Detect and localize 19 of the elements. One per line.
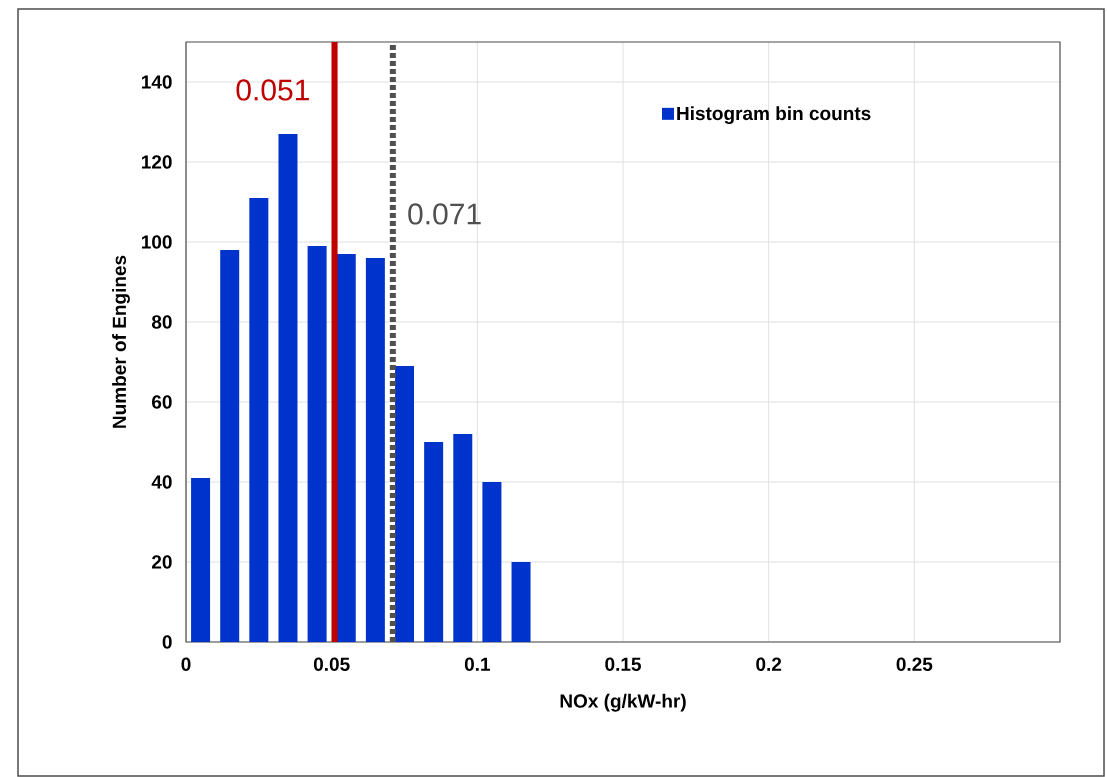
x-tick-label: 0.1 [464, 657, 491, 671]
x-tick-label: 0 [181, 657, 191, 671]
y-tick-label: 60 [152, 395, 172, 409]
x-tick-label: 0.15 [605, 657, 641, 671]
y-tick-label: 40 [151, 475, 172, 489]
y-tick-label: 20 [152, 555, 172, 569]
x-tick-label: 0.25 [896, 657, 933, 671]
y-tick-label: 0 [162, 635, 172, 649]
x-axis-title: NOx (g/kW-hr) [560, 693, 686, 712]
x-tick-label: 0.05 [313, 657, 350, 671]
y-tick-label: 120 [141, 155, 172, 169]
ref-line-label: 0.051 [236, 79, 309, 101]
ref-line-label: 0.071 [408, 203, 481, 225]
y-tick-label: 100 [141, 235, 172, 249]
legend-label: Histogram bin counts [677, 106, 871, 124]
y-tick-label: 80 [151, 315, 172, 329]
y-tick-label: 140 [141, 75, 172, 89]
y-axis-title: Number of Engines [112, 255, 130, 428]
x-tick-label: 0.2 [756, 657, 782, 671]
